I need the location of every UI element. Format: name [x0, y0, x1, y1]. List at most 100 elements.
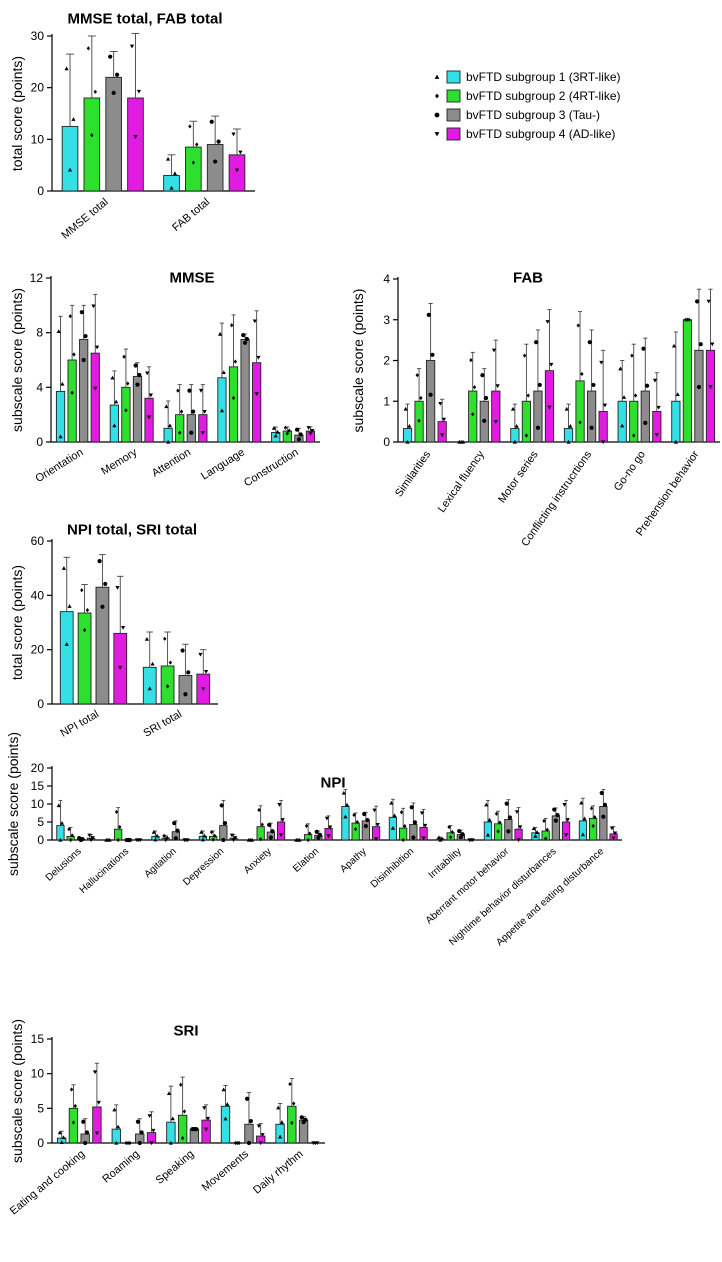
category-label: Construction [242, 446, 301, 489]
bar-2-4 [228, 154, 246, 192]
data-point [401, 837, 405, 843]
data-point [211, 837, 215, 842]
data-point [601, 814, 606, 819]
category-label: Hallucinations [78, 846, 132, 896]
data-point [441, 417, 447, 422]
data-point [531, 826, 536, 831]
data-point [268, 835, 273, 840]
chart-title: FAB [513, 269, 543, 286]
data-point [278, 833, 284, 838]
data-point [568, 424, 573, 428]
data-point [92, 1070, 98, 1075]
y-tick-label: 10 [31, 797, 45, 811]
data-point [189, 430, 194, 435]
legend-entry-label: bvFTD subgroup 3 (Tau-) [466, 108, 600, 122]
data-point [128, 1140, 132, 1146]
data-point [355, 819, 359, 825]
data-point [306, 426, 311, 430]
data-point [537, 382, 542, 388]
data-point [526, 393, 530, 398]
data-point [146, 415, 152, 420]
data-point [183, 692, 188, 697]
data-point [203, 669, 209, 674]
data-point [79, 310, 84, 315]
data-point [630, 353, 634, 358]
data-point [426, 312, 431, 317]
data-point [194, 1127, 199, 1132]
y-tick-label: 1 [383, 394, 390, 408]
data-point [61, 1135, 66, 1140]
data-point [579, 800, 584, 805]
data-point [498, 820, 502, 825]
data-point [136, 89, 142, 94]
data-point [292, 1101, 296, 1106]
data-point [314, 829, 319, 834]
data-point [103, 581, 108, 587]
data-point [343, 814, 348, 819]
category-label: Go-no go [612, 449, 648, 493]
data-point [439, 836, 445, 841]
data-point [448, 835, 453, 840]
data-point [147, 686, 152, 691]
data-point [64, 66, 69, 71]
data-point [258, 837, 263, 842]
legend-marker-icon [434, 112, 440, 118]
data-point [290, 1120, 294, 1125]
data-point [179, 409, 184, 414]
data-point [150, 661, 155, 666]
data-point [88, 838, 94, 843]
data-point [447, 824, 451, 830]
data-point [90, 836, 95, 840]
data-point [90, 133, 94, 138]
data-point [504, 801, 509, 806]
data-point [580, 371, 584, 377]
data-point [135, 1119, 141, 1124]
data-point [68, 314, 72, 319]
y-axis-label: subscale score (points) [9, 1019, 25, 1163]
data-point [173, 836, 178, 841]
data-point [270, 829, 275, 834]
data-point [111, 90, 116, 95]
data-point [469, 357, 473, 363]
data-point [185, 838, 190, 843]
data-point [64, 642, 69, 646]
chart-npi_sub: NPI subscale score (points) 0 5 10 15 20 Delusi… [5, 732, 622, 948]
bar-4-3 [219, 825, 228, 841]
legend-marker-icon [434, 132, 440, 137]
data-point [168, 660, 173, 665]
data-point [81, 357, 86, 363]
data-point [593, 815, 597, 820]
data-point [522, 353, 527, 358]
y-tick-label: 0 [37, 184, 44, 198]
bar-4-2 [228, 366, 239, 443]
data-point [162, 833, 166, 838]
y-axis-label: total score (points) [9, 56, 25, 171]
bar-6-3 [694, 349, 704, 443]
data-point [430, 352, 435, 357]
data-point [202, 1106, 207, 1111]
data-point [277, 1134, 283, 1139]
data-point [299, 1115, 304, 1120]
chart-title: MMSE total, FAB total [68, 10, 223, 27]
data-point [221, 1087, 226, 1092]
data-point [533, 833, 538, 838]
data-point [591, 382, 596, 388]
category-label: Elation [291, 846, 321, 875]
data-point [372, 808, 377, 813]
data-point [80, 588, 84, 593]
data-point [166, 1091, 172, 1096]
data-point [632, 433, 636, 438]
data-point [326, 834, 331, 839]
data-point [618, 366, 623, 371]
data-point [673, 439, 678, 444]
data-point [201, 687, 206, 691]
data-point [258, 1141, 263, 1146]
chart-fab_sub: FAB subscale score (points) 0 1 2 3 4 Similarit… [350, 269, 720, 549]
data-point [182, 1109, 187, 1114]
data-point [114, 399, 119, 404]
data-point [524, 433, 529, 438]
data-point [280, 818, 285, 822]
bar-7-3 [361, 820, 370, 841]
category-label: Agitation [142, 846, 178, 880]
